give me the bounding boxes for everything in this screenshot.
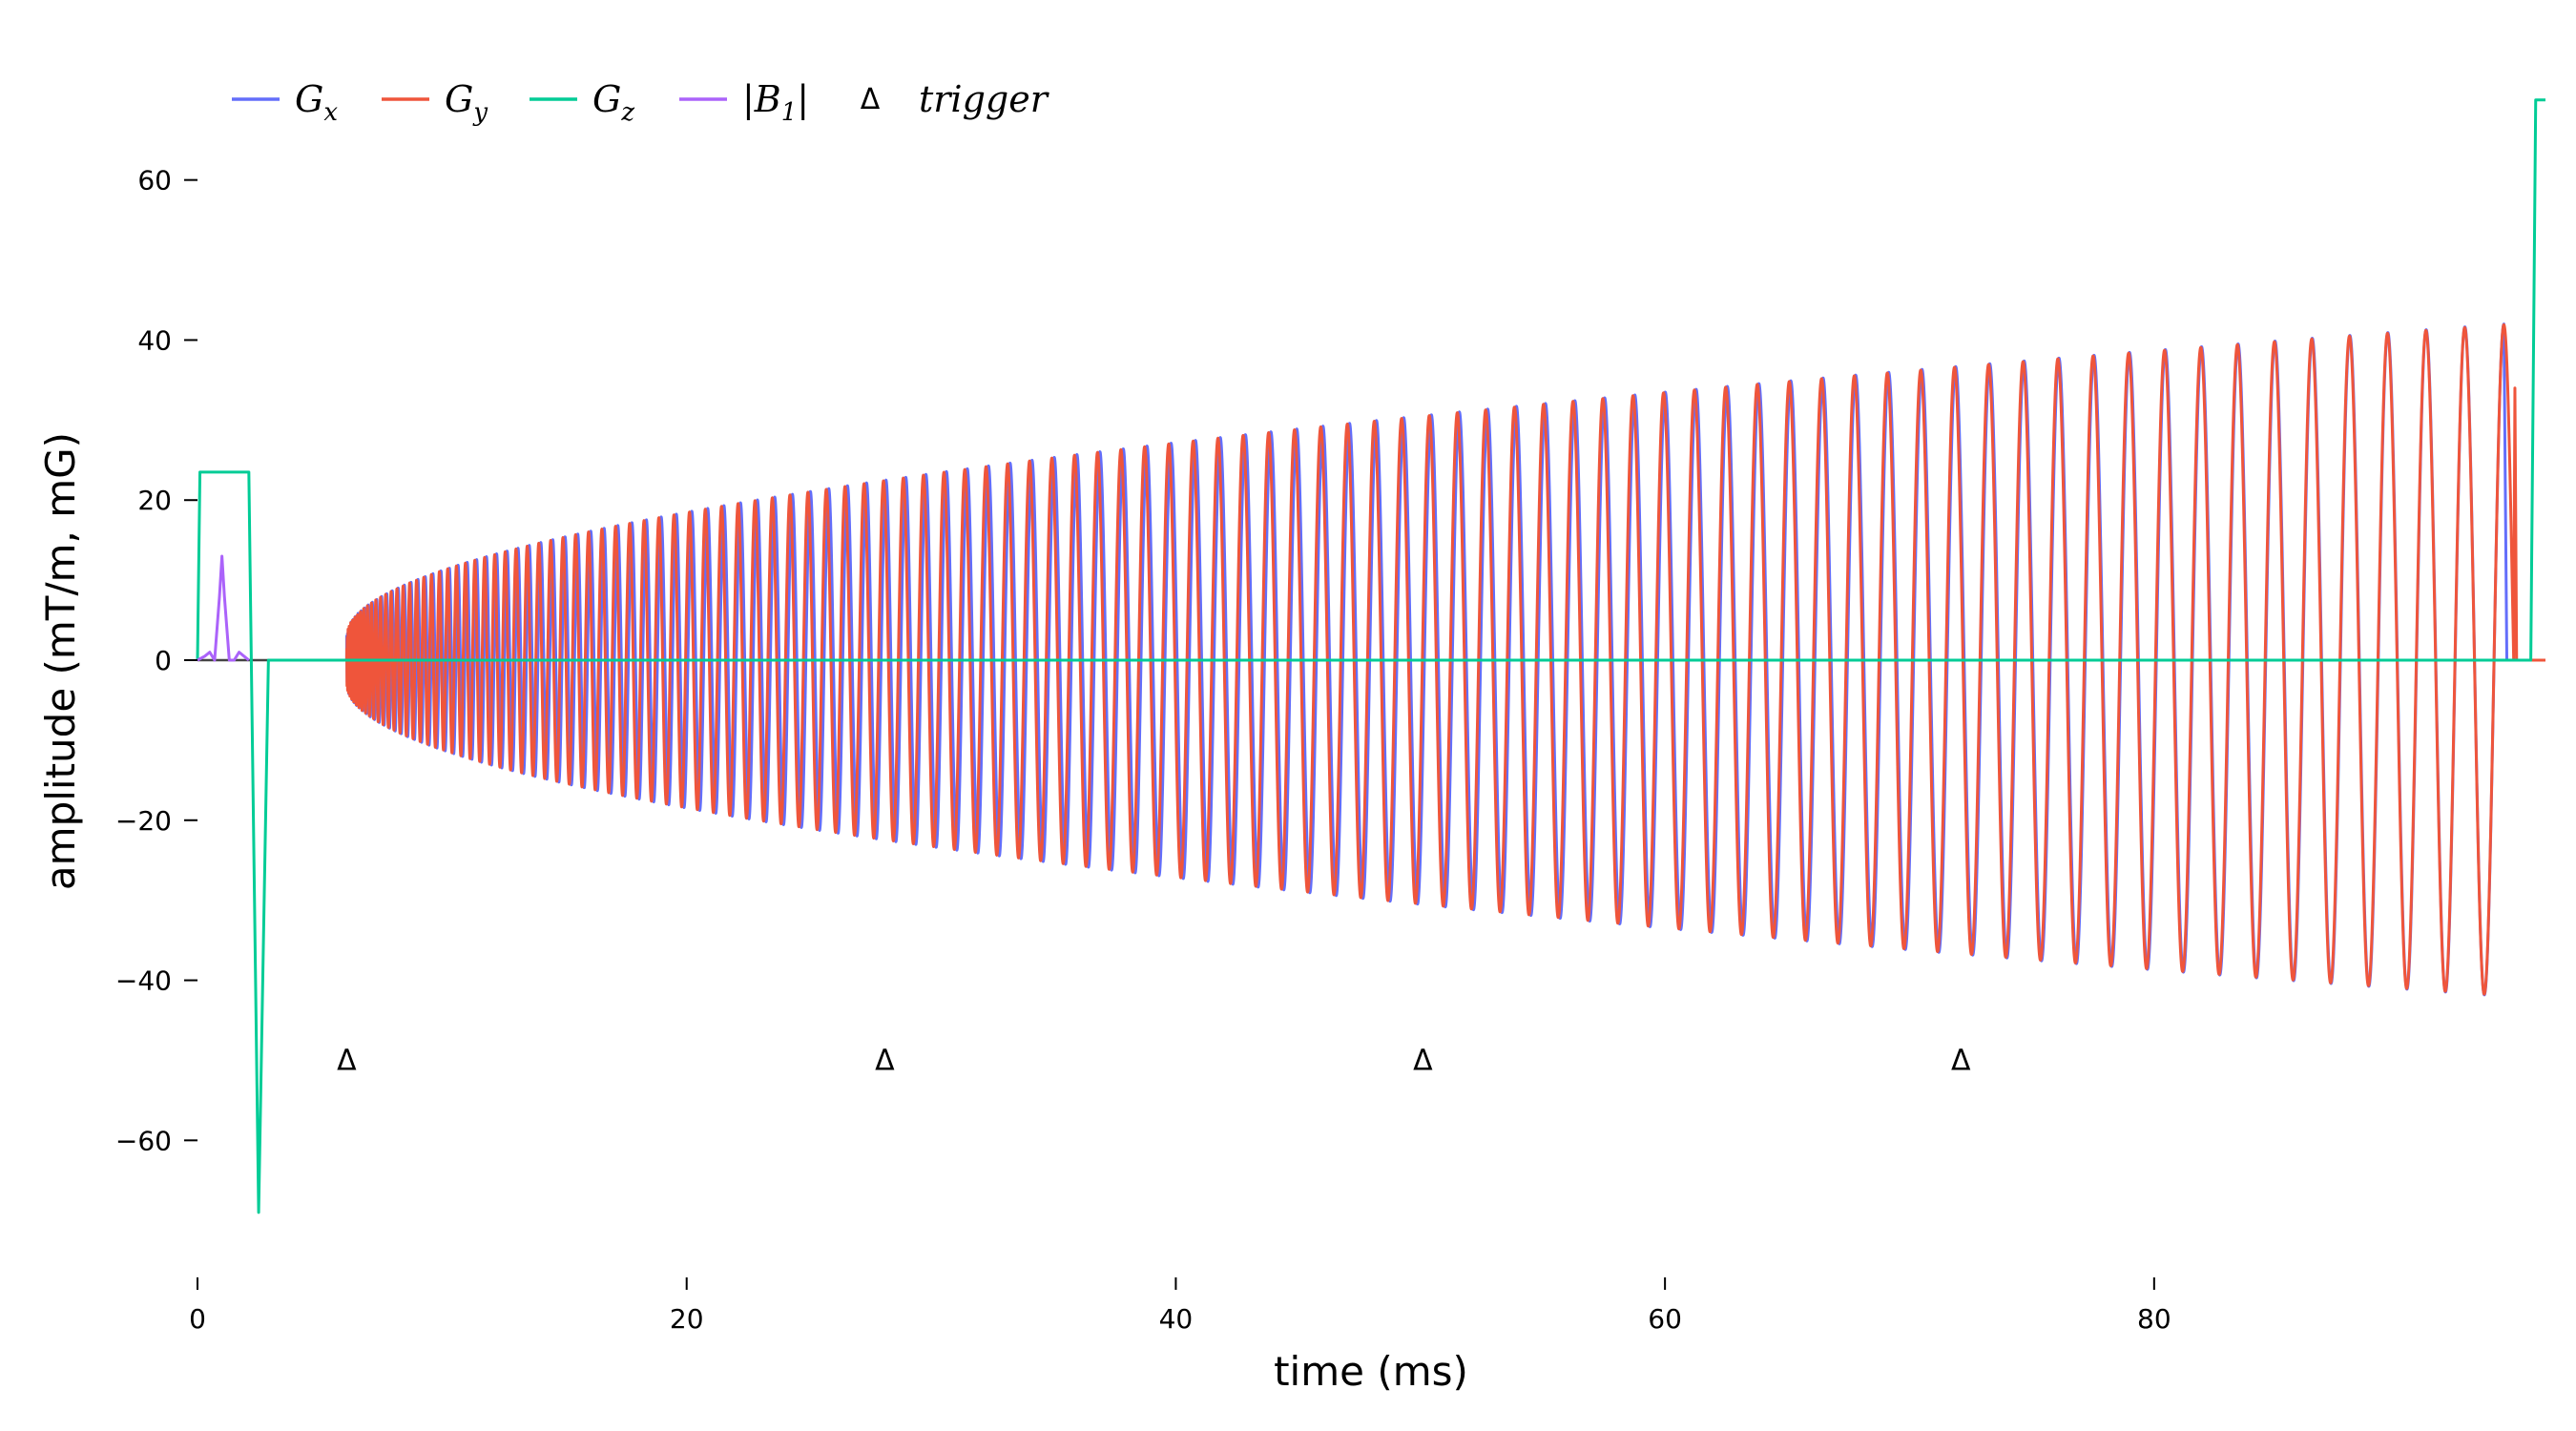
- trace-gz: [196, 98, 2545, 1214]
- trigger-marker: Δ: [1951, 1044, 1971, 1077]
- y-tick-label: 0: [155, 645, 172, 676]
- legend-label-gy: Gy: [445, 78, 488, 127]
- legend-label-gx: Gx: [295, 78, 338, 127]
- x-axis-label: time (ms): [1274, 1348, 1468, 1395]
- x-tick-label: 80: [2137, 1303, 2171, 1335]
- x-tick-label: 20: [670, 1303, 704, 1335]
- legend-trigger-marker: Δ: [861, 83, 881, 116]
- x-tick-label: 60: [1648, 1303, 1682, 1335]
- y-tick-label: −60: [115, 1125, 172, 1156]
- y-tick-label: −20: [115, 805, 172, 837]
- x-axis: 0 20 40 60 80: [189, 1277, 2171, 1335]
- y-tick-label: 60: [137, 165, 172, 197]
- trace-b1: [197, 554, 250, 662]
- legend-label-b1: |B1|: [742, 78, 809, 127]
- trace-gy: [344, 322, 2545, 996]
- traces: [196, 98, 2545, 1214]
- y-tick-label: −40: [115, 965, 172, 997]
- legend-label-gz: Gz: [592, 78, 634, 127]
- trigger-marker: Δ: [1413, 1044, 1433, 1077]
- y-axis: −60 −40 −20 0 20 40 60: [115, 165, 197, 1156]
- y-tick-label: 40: [137, 324, 172, 356]
- trigger-marker: Δ: [875, 1044, 895, 1077]
- y-axis-label: amplitude (mT/m, mG): [37, 432, 84, 890]
- x-tick-label: 0: [189, 1303, 206, 1335]
- y-tick-label: 20: [137, 485, 172, 516]
- x-tick-label: 40: [1159, 1303, 1194, 1335]
- legend-label-trigger: trigger: [919, 78, 1050, 120]
- trigger-marker: Δ: [337, 1044, 357, 1077]
